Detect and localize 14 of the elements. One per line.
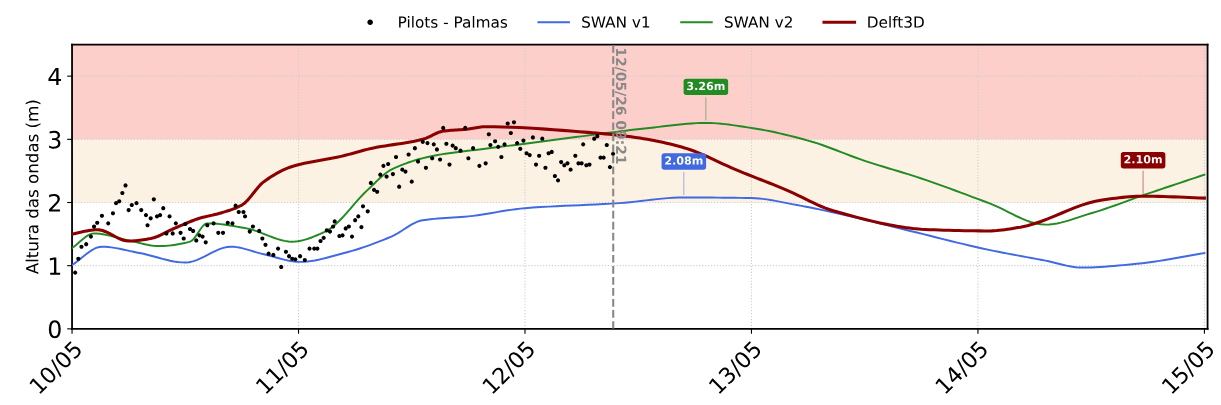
ref-line-label: 12/05/26 09:21	[614, 48, 627, 164]
y-axis-title: Altura das ondas (m)	[25, 100, 41, 275]
legend-label: Pilots - Palmas	[399, 16, 508, 28]
legend-label: Delft3D	[868, 16, 924, 28]
legend-label: SWAN v1	[582, 16, 650, 28]
y-tick-label: 1	[49, 257, 61, 275]
y-tick-label: 0	[48, 320, 61, 339]
annotation: 3.26m	[687, 81, 725, 91]
y-tick-label: 4	[48, 67, 61, 86]
annotation: 2.10m	[1124, 155, 1162, 164]
y-tick-label: 2	[49, 193, 60, 212]
annotation: 2.08m	[665, 156, 703, 165]
y-tick-label: 3	[49, 130, 61, 149]
legend-label: SWAN v2	[724, 16, 792, 28]
